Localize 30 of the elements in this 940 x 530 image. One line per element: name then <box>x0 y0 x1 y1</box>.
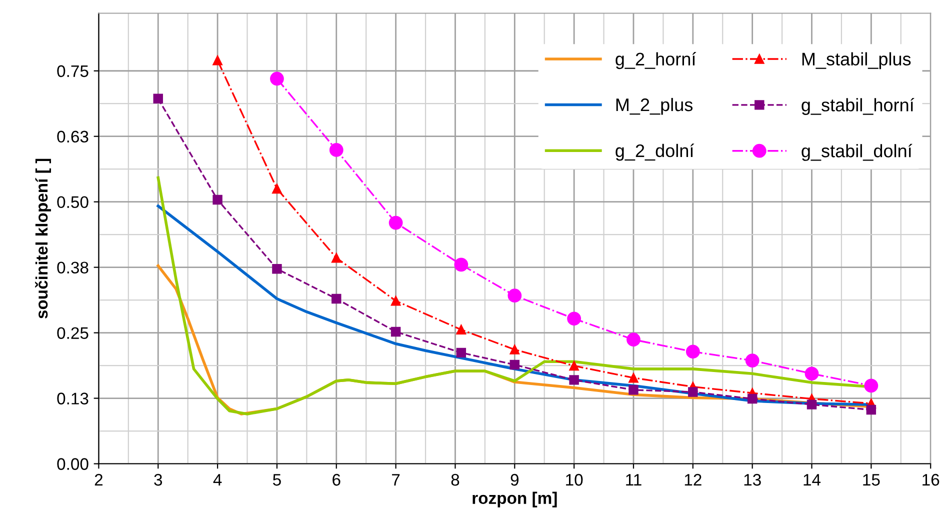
legend-label: g_2_dolní <box>616 144 694 161</box>
legend-label: g_stabil_horní <box>802 98 914 115</box>
x-tick-label: 9 <box>510 474 518 486</box>
legend-label: g_stabil_dolní <box>802 144 912 161</box>
x-tick-label: 14 <box>804 474 821 486</box>
y-tick-label: 0.13 <box>57 392 88 404</box>
y-axis-title: součinitel klopení [ ] <box>35 158 51 318</box>
x-tick-label: 6 <box>332 474 340 486</box>
x-tick-label: 5 <box>272 474 281 486</box>
x-tick-label: 4 <box>213 474 222 486</box>
x-tick-label: 7 <box>392 474 400 486</box>
y-tick-label: 0.63 <box>57 130 88 143</box>
x-tick-label: 3 <box>154 474 162 486</box>
y-tick-label: 0.75 <box>57 65 88 78</box>
legend-label: g_2_horní <box>616 52 696 70</box>
x-tick-label: 16 <box>922 474 940 486</box>
x-tick-label: 8 <box>451 474 460 486</box>
x-tick-label: 12 <box>684 474 702 486</box>
y-tick-label: 0.38 <box>57 262 88 274</box>
x-tick-label: 2 <box>94 474 102 486</box>
x-tick-label: 13 <box>744 474 761 486</box>
x-tick-label: 10 <box>566 474 583 486</box>
x-tick-label: 15 <box>863 474 880 486</box>
y-tick-label: 0.25 <box>57 327 88 339</box>
legend-label: M_stabil_plus <box>802 52 911 70</box>
x-tick-label: 11 <box>626 474 642 486</box>
x-axis-title: rozpon [m] <box>472 492 557 508</box>
y-tick-label: 0.50 <box>57 196 88 208</box>
legend-label: M_2_plus <box>616 98 693 115</box>
y-tick-label: 0.00 <box>57 458 88 470</box>
